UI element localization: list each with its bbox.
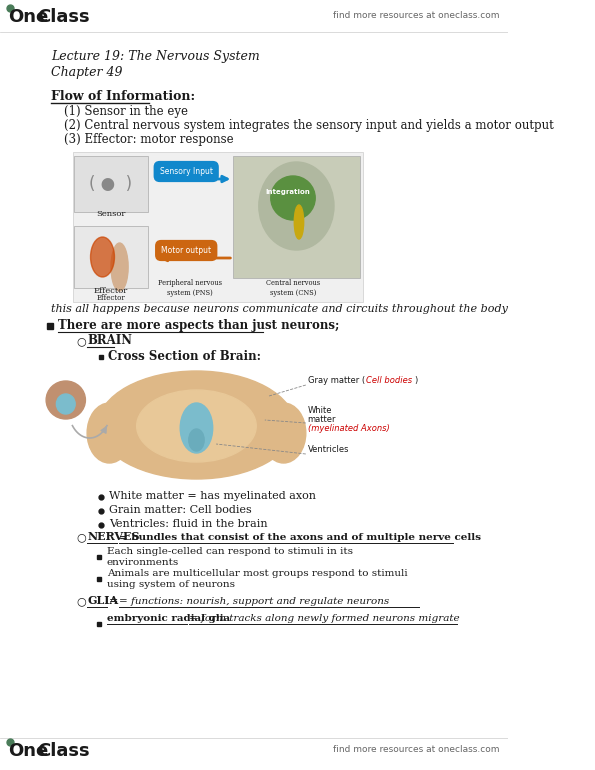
Ellipse shape [137,390,256,462]
Text: Class: Class [37,8,89,26]
Text: Gray matter (: Gray matter ( [308,376,365,385]
Text: Motor output: Motor output [161,246,211,255]
Text: Flow of Information:: Flow of Information: [51,90,195,103]
Text: Each single-celled can respond to stimuli in its: Each single-celled can respond to stimul… [107,547,353,556]
Ellipse shape [261,403,306,463]
FancyBboxPatch shape [73,152,363,302]
Ellipse shape [111,243,128,291]
Text: GLIA: GLIA [87,595,118,606]
Text: White matter = has myelinated axon: White matter = has myelinated axon [109,491,317,501]
Text: environments: environments [107,558,179,567]
Text: One: One [8,8,49,26]
Text: Ventricles: Ventricles [308,445,349,454]
Text: One: One [8,742,49,760]
Text: ○: ○ [77,596,87,606]
Text: = bundles that consist of the axons and of multiple nerve cells: = bundles that consist of the axons and … [118,533,481,542]
Text: Animals are multicellular most groups respond to stimuli: Animals are multicellular most groups re… [107,569,408,578]
Text: Cell bodies: Cell bodies [365,376,412,385]
Ellipse shape [271,176,315,220]
Text: embryonic radial glia: embryonic radial glia [107,614,230,623]
Text: using system of neurons: using system of neurons [107,580,235,589]
Ellipse shape [57,394,75,414]
Text: (myelinated Axons): (myelinated Axons) [308,424,389,433]
FancyBboxPatch shape [74,226,148,288]
Circle shape [259,162,334,250]
Text: (3) Effector: motor response: (3) Effector: motor response [64,133,234,146]
Text: NERVES: NERVES [87,531,140,542]
Text: (2) Central nervous system integrates the sensory input and yields a motor outpu: (2) Central nervous system integrates th… [64,119,554,132]
Ellipse shape [295,205,303,239]
Text: Grain matter: Cell bodies: Grain matter: Cell bodies [109,505,252,515]
Text: Peripheral nervous
system (PNS): Peripheral nervous system (PNS) [158,279,221,297]
Text: ( ●  ): ( ● ) [89,175,133,193]
Text: There are more aspects than just neurons;: There are more aspects than just neurons… [58,319,340,332]
Text: BRAIN: BRAIN [87,334,132,347]
Text: matter: matter [308,415,336,424]
Ellipse shape [189,429,204,451]
Text: Cross Section of Brain:: Cross Section of Brain: [108,350,261,363]
Ellipse shape [87,403,131,463]
Text: Central nervous
system (CNS): Central nervous system (CNS) [266,279,320,297]
Text: Class: Class [37,742,89,760]
Text: Sensor: Sensor [96,210,126,218]
Text: White: White [308,406,332,415]
Text: Chapter 49: Chapter 49 [51,66,123,79]
Text: Ventricles: fluid in the brain: Ventricles: fluid in the brain [109,519,268,529]
Ellipse shape [180,403,212,453]
Text: this all happens because neurons communicate and circuits throughout the body: this all happens because neurons communi… [51,304,508,314]
Text: ○: ○ [77,532,87,542]
Text: find more resources at oneclass.com: find more resources at oneclass.com [333,745,500,754]
Text: find more resources at oneclass.com: find more resources at oneclass.com [333,11,500,20]
FancyBboxPatch shape [74,156,148,212]
Text: Lecture 19: The Nervous System: Lecture 19: The Nervous System [51,50,260,63]
Text: Effector: Effector [96,294,126,302]
Ellipse shape [46,381,86,419]
Ellipse shape [98,371,295,479]
Text: (1) Sensor in the eye: (1) Sensor in the eye [64,105,188,118]
Text: ): ) [414,376,418,385]
Text: =: = [109,596,121,606]
Text: Sensory Input: Sensory Input [159,167,213,176]
Text: ○: ○ [77,336,87,346]
Ellipse shape [90,237,114,277]
Text: = functions: nourish, support and regulate neurons: = functions: nourish, support and regula… [119,597,389,606]
Text: = form tracks along newly formed neurons migrate: = form tracks along newly formed neurons… [189,614,460,623]
Text: Integration: Integration [265,189,310,195]
Text: Effector: Effector [94,287,128,295]
FancyBboxPatch shape [233,156,359,278]
